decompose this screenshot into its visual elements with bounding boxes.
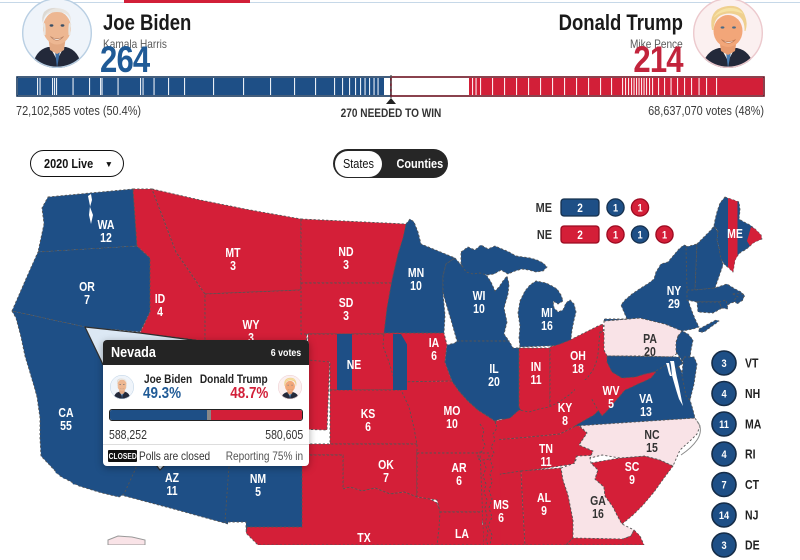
svg-text:MO: MO	[444, 405, 461, 418]
svg-text:TX: TX	[357, 532, 371, 545]
svg-text:4: 4	[721, 389, 726, 401]
svg-text:3: 3	[721, 358, 726, 370]
svg-text:5: 5	[255, 486, 261, 499]
svg-text:NE: NE	[347, 359, 362, 372]
svg-text:6: 6	[431, 350, 437, 363]
svg-text:ND: ND	[338, 246, 353, 259]
svg-text:SC: SC	[625, 461, 640, 474]
svg-text:IA: IA	[429, 337, 440, 350]
svg-text:10: 10	[410, 280, 422, 293]
svg-text:7: 7	[84, 294, 90, 307]
svg-text:3: 3	[343, 259, 349, 272]
svg-text:12: 12	[100, 232, 112, 245]
svg-text:VT: VT	[745, 358, 758, 371]
svg-text:KY: KY	[558, 402, 573, 415]
svg-text:16: 16	[592, 508, 604, 521]
svg-text:WA: WA	[98, 219, 116, 232]
svg-text:4: 4	[157, 306, 163, 319]
svg-text:6: 6	[456, 475, 462, 488]
svg-text:3: 3	[230, 260, 236, 273]
svg-text:9: 9	[541, 505, 547, 518]
svg-text:11: 11	[540, 456, 552, 469]
svg-text:15: 15	[646, 442, 658, 455]
svg-text:CA: CA	[58, 407, 74, 420]
svg-text:20: 20	[644, 346, 656, 359]
svg-text:20: 20	[488, 376, 500, 389]
svg-text:2: 2	[577, 229, 583, 242]
svg-text:6: 6	[498, 512, 504, 525]
svg-text:KS: KS	[361, 408, 376, 421]
svg-text:1: 1	[662, 230, 667, 242]
svg-text:3: 3	[721, 540, 726, 552]
svg-text:ME: ME	[536, 200, 552, 215]
svg-text:2: 2	[577, 202, 583, 215]
svg-text:IN: IN	[531, 361, 541, 374]
svg-text:1: 1	[637, 203, 642, 215]
svg-text:OH: OH	[570, 350, 586, 363]
svg-text:6: 6	[365, 421, 371, 434]
svg-text:18: 18	[572, 363, 584, 376]
svg-text:OK: OK	[378, 459, 394, 472]
svg-text:29: 29	[668, 298, 680, 311]
svg-text:11: 11	[166, 485, 178, 498]
svg-text:AZ: AZ	[165, 472, 179, 485]
svg-text:NJ: NJ	[745, 510, 758, 523]
svg-text:VA: VA	[639, 393, 653, 406]
svg-text:LA: LA	[455, 528, 470, 541]
svg-text:GA: GA	[590, 495, 606, 508]
svg-text:55: 55	[60, 420, 72, 433]
svg-text:1: 1	[613, 230, 618, 242]
svg-text:MT: MT	[225, 247, 240, 260]
svg-text:3: 3	[248, 332, 254, 345]
svg-text:8: 8	[562, 415, 568, 428]
svg-text:1: 1	[637, 230, 642, 242]
svg-text:5: 5	[608, 398, 614, 411]
svg-text:9: 9	[629, 474, 635, 487]
svg-text:WY: WY	[243, 319, 260, 332]
svg-text:10: 10	[473, 303, 485, 316]
svg-text:10: 10	[446, 418, 458, 431]
svg-text:MN: MN	[408, 267, 424, 280]
svg-text:1: 1	[613, 203, 618, 215]
svg-text:16: 16	[541, 320, 553, 333]
svg-text:ID: ID	[155, 293, 165, 306]
svg-text:NM: NM	[250, 473, 266, 486]
svg-text:4: 4	[721, 449, 726, 461]
svg-text:WI: WI	[473, 290, 486, 303]
svg-text:WV: WV	[603, 385, 620, 398]
svg-text:13: 13	[640, 406, 652, 419]
svg-text:MA: MA	[745, 419, 762, 432]
svg-text:11: 11	[530, 374, 542, 387]
svg-text:NY: NY	[667, 285, 682, 298]
svg-text:AL: AL	[537, 492, 551, 505]
svg-text:11: 11	[719, 419, 729, 431]
svg-text:SD: SD	[339, 297, 354, 310]
svg-text:3: 3	[343, 310, 349, 323]
svg-text:14: 14	[719, 510, 730, 522]
svg-text:AR: AR	[451, 462, 467, 475]
svg-text:7: 7	[721, 480, 726, 492]
svg-text:IL: IL	[489, 363, 498, 376]
svg-text:MS: MS	[493, 499, 509, 512]
svg-text:7: 7	[383, 472, 389, 485]
svg-text:RI: RI	[745, 449, 755, 462]
svg-text:NE: NE	[537, 227, 552, 242]
svg-text:TN: TN	[539, 443, 553, 456]
svg-text:OR: OR	[79, 281, 95, 294]
svg-text:ME: ME	[727, 228, 743, 241]
svg-text:MI: MI	[541, 307, 553, 320]
svg-text:DE: DE	[745, 540, 760, 553]
svg-text:PA: PA	[643, 333, 657, 346]
svg-text:NC: NC	[644, 429, 660, 442]
svg-text:CT: CT	[745, 479, 759, 492]
svg-text:NH: NH	[745, 388, 760, 401]
